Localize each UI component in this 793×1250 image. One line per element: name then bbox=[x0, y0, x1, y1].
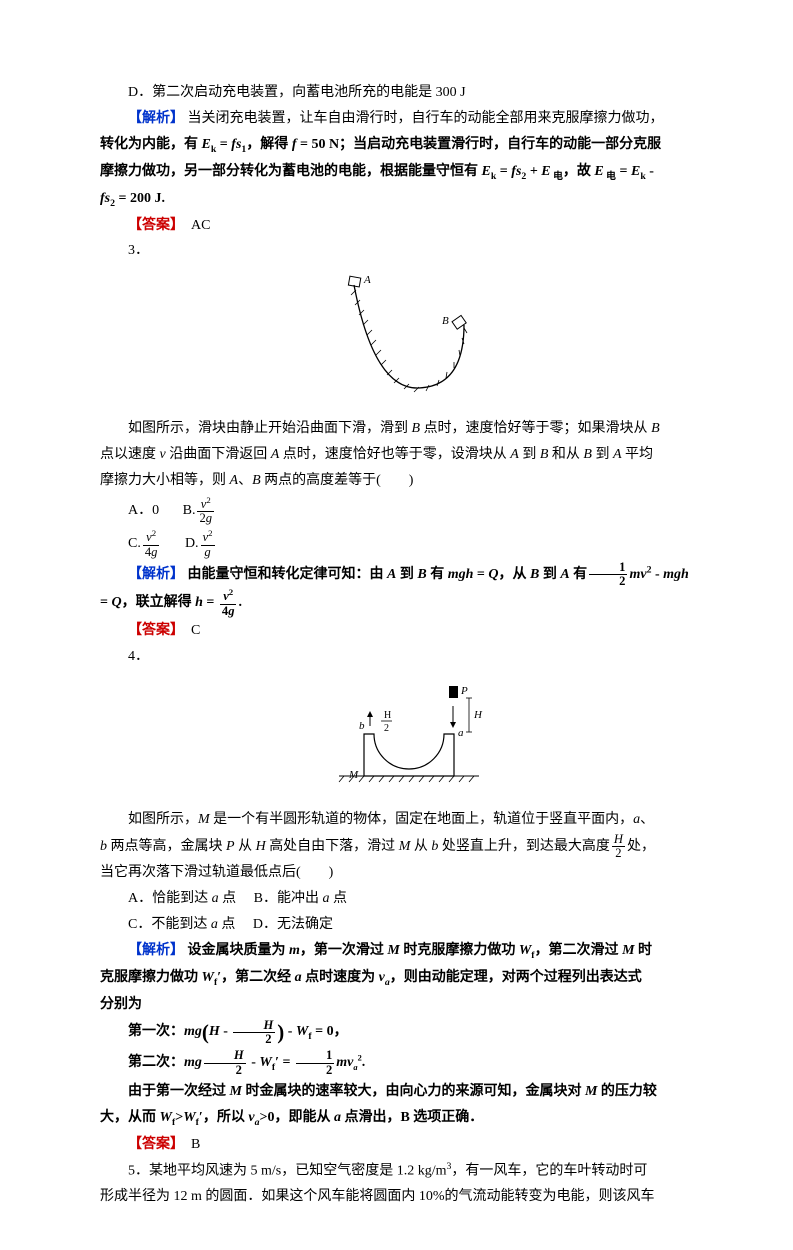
q3-options: A．0 B.v22g C.v24g D.v2g bbox=[128, 494, 708, 561]
diagram-label-p: P bbox=[460, 685, 468, 697]
q4-text-1: 如图所示，M 是一个有半圆形轨道的物体，固定在地面上，轨道位于竖直平面内，a、 bbox=[100, 807, 708, 833]
answer-value: AC bbox=[191, 218, 210, 233]
q4-text-3: 当它再次落下滑过轨道最低点后( ) bbox=[100, 860, 708, 886]
q4-eq-first: 第一次：mg(H - H2) - Wf = 0， bbox=[100, 1017, 708, 1048]
diagram-label-a: A bbox=[363, 274, 371, 286]
q5-number: 5． bbox=[128, 1163, 149, 1178]
q3-option-c: C.v24g bbox=[128, 527, 161, 561]
diagram-label-h: H bbox=[473, 709, 483, 721]
q4-answer: 【答案】 B bbox=[100, 1132, 708, 1158]
q4-option-b: B．能冲出 a 点 bbox=[254, 891, 347, 906]
analysis-label: 【解析】 bbox=[128, 111, 184, 126]
q4-option-d: D．无法确定 bbox=[253, 917, 333, 932]
q3-option-d: D.v2g bbox=[185, 527, 217, 561]
diagram-label-m: M bbox=[348, 769, 359, 781]
q3-text-2: 点以速度 v 沿曲面下滑返回 A 点时，速度恰好也等于零，设滑块从 A 到 B … bbox=[100, 442, 708, 468]
diagram-label-b: b bbox=[359, 720, 365, 732]
q4-text-2: b 两点等高，金属块 P 从 H 高处自由下落，滑过 M 从 b 处竖直上升，到… bbox=[100, 833, 708, 860]
q2-answer: 【答案】 AC bbox=[100, 213, 708, 239]
q4-options-ab: A．恰能到达 a 点 B．能冲出 a 点 bbox=[100, 886, 708, 912]
q3-diagram: A B bbox=[100, 270, 708, 410]
analysis-label: 【解析】 bbox=[128, 567, 184, 582]
q4-analysis-3: 分别为 bbox=[100, 992, 708, 1018]
q4-analysis-2: 克服摩擦力做功 Wf′，第二次经 a 点时速度为 va，则由动能定理，对两个过程… bbox=[100, 965, 708, 992]
q2-analysis: 【解析】 当关闭充电装置，让车自由滑行时，自行车的动能全部用来克服摩擦力做功， bbox=[100, 106, 708, 132]
diagram-label-b: B bbox=[442, 315, 449, 327]
q4-diagram: M b H 2 a P H bbox=[100, 676, 708, 801]
q4-analysis-4: 由于第一次经过 M 时金属块的速率较大，由向心力的来源可知，金属块对 M 的压力… bbox=[100, 1079, 708, 1105]
document-page: D．第二次启动充电装置，向蓄电池所充的电能是 300 J 【解析】 当关闭充电装… bbox=[0, 0, 793, 1250]
q5-text-2: 形成半径为 12 m 的圆面．如果这个风车能将圆面内 10%的气流动能转变为电能… bbox=[100, 1184, 708, 1210]
q4-number: 4． bbox=[100, 644, 708, 670]
answer-value: B bbox=[191, 1137, 200, 1152]
q3-text: 如图所示，滑块由静止开始沿曲面下滑，滑到 B 点时，速度恰好等于零；如果滑块从 … bbox=[100, 416, 708, 442]
q3-number: 3． bbox=[100, 238, 708, 264]
q4-option-c: C．不能到达 a 点 bbox=[128, 917, 235, 932]
q5-text-1: 5．某地平均风速为 5 m/s，已知空气密度是 1.2 kg/m3，有一风车，它… bbox=[100, 1158, 708, 1185]
q4-option-a: A．恰能到达 a 点 bbox=[128, 891, 236, 906]
q4-options-cd: C．不能到达 a 点 D．无法确定 bbox=[100, 912, 708, 938]
q3-option-b: B.v22g bbox=[183, 494, 216, 528]
q3-analysis: 【解析】 由能量守恒和转化定律可知：由 A 到 B 有 mgh = Q，从 B … bbox=[100, 561, 708, 588]
q2-analysis-line3: 摩擦力做功，另一部分转化为蓄电池的电能，根据能量守恒有 Ek = fs2 + E… bbox=[100, 159, 708, 186]
analysis-label: 【解析】 bbox=[128, 943, 184, 958]
q3-option-a: A．0 bbox=[128, 494, 159, 528]
answer-label: 【答案】 bbox=[128, 218, 177, 233]
q2-analysis-line4: fs2 = 200 J. bbox=[100, 186, 708, 213]
diagram-label-h2b: 2 bbox=[384, 723, 389, 734]
diagram-label-a: a bbox=[458, 727, 464, 739]
q4-analysis-1: 【解析】 设金属块质量为 m，第一次滑过 M 时克服摩擦力做功 Wf，第二次滑过… bbox=[100, 938, 708, 965]
q4-analysis-5: 大，从而 Wf>Wf′，所以 va>0，即能从 a 点滑出，B 选项正确． bbox=[100, 1105, 708, 1132]
diagram-label-h2t: H bbox=[384, 710, 391, 721]
q3-text-3: 摩擦力大小相等，则 A、B 两点的高度差等于( ) bbox=[100, 468, 708, 494]
text: 当关闭充电装置，让车自由滑行时，自行车的动能全部用来克服摩擦力做功， bbox=[188, 111, 664, 126]
q2-option-d: D．第二次启动充电装置，向蓄电池所充的电能是 300 J bbox=[100, 80, 708, 106]
answer-label: 【答案】 bbox=[128, 623, 177, 638]
q2-analysis-line2: 转化为内能，有 Ek = fs1，解得 f = 50 N；当启动充电装置滑行时，… bbox=[100, 132, 708, 159]
answer-label: 【答案】 bbox=[128, 1137, 177, 1152]
q3-analysis-2: = Q，联立解得 h = v24g. bbox=[100, 588, 708, 618]
answer-value: C bbox=[191, 623, 200, 638]
q4-eq-second: 第二次：mgH2 - Wf′ = 12mva2. bbox=[100, 1048, 708, 1079]
q3-answer: 【答案】 C bbox=[100, 618, 708, 644]
